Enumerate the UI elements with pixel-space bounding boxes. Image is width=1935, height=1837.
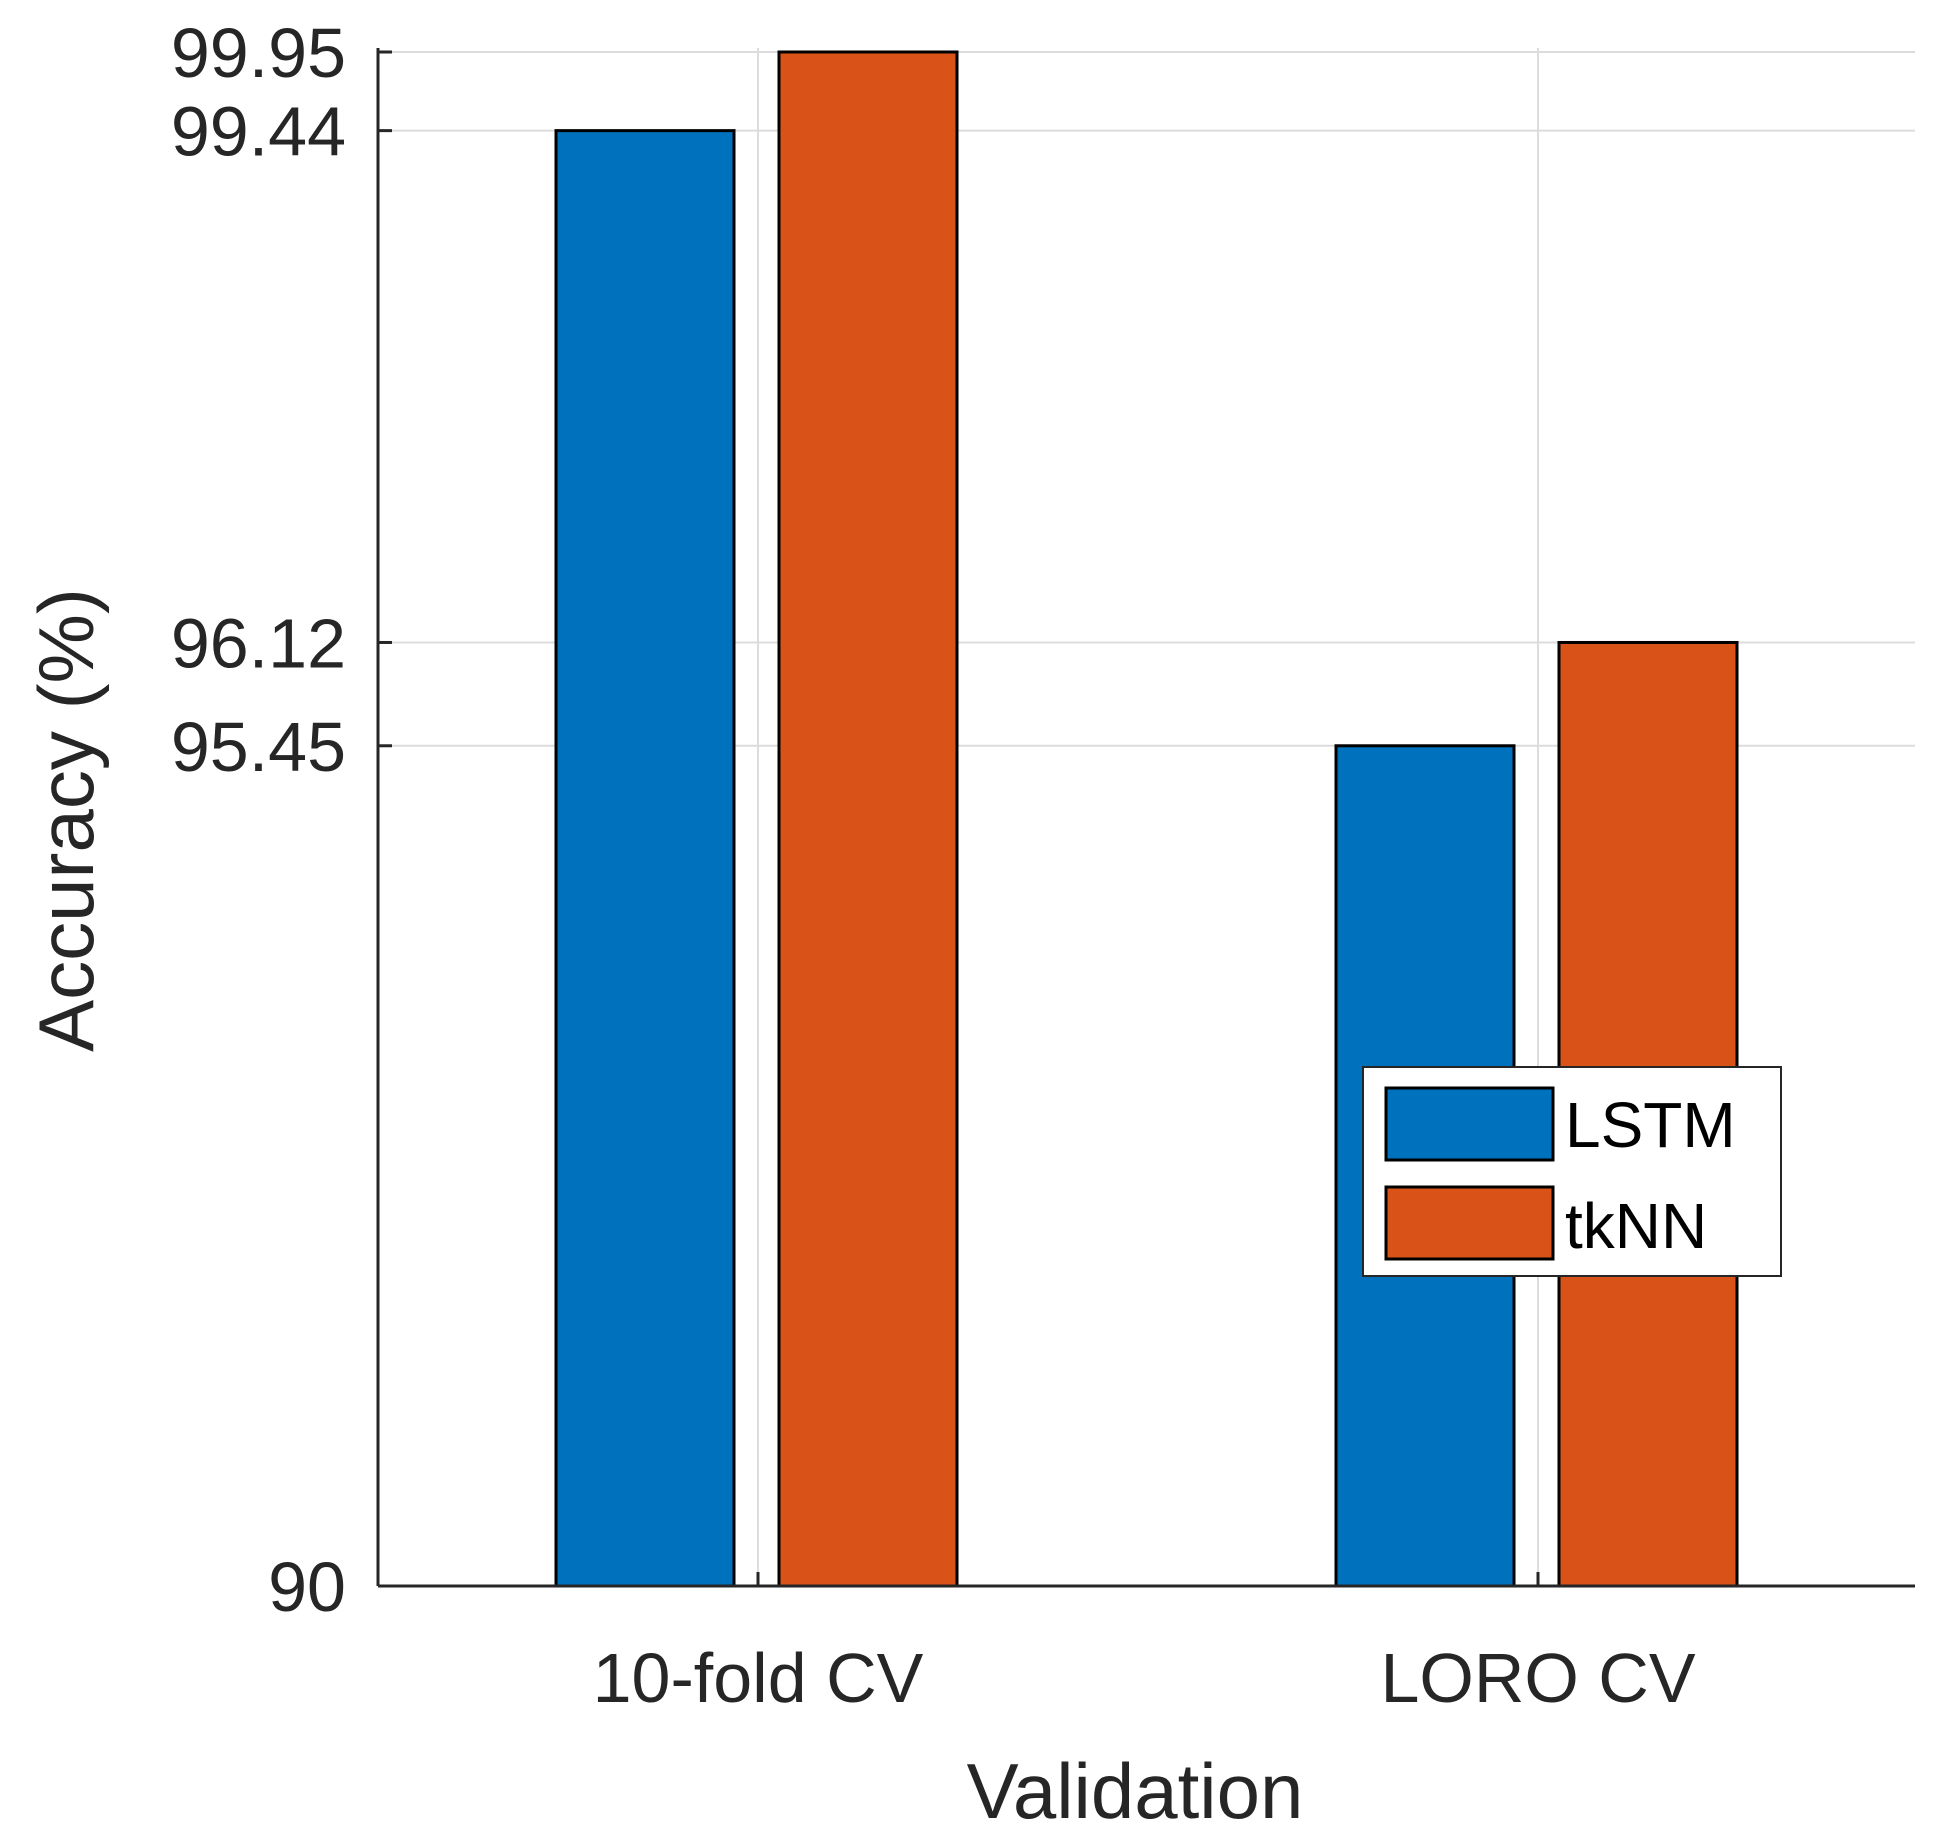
y-tick-label: 99.95	[171, 14, 346, 92]
legend-swatch-lstm	[1384, 1086, 1555, 1162]
y-tick-label: 95.45	[171, 708, 346, 786]
y-tick-label: 90	[268, 1548, 346, 1626]
x-tick-label: 10-fold CV	[593, 1639, 924, 1717]
y-axis-title: Accuracy (%)	[22, 588, 110, 1052]
y-tick-label: 96.12	[171, 604, 346, 682]
x-tick-label: LORO CV	[1380, 1639, 1695, 1717]
legend-label-tknn: tkNN	[1565, 1190, 1707, 1262]
axes	[376, 48, 1915, 1588]
x-axis-title: Validation	[967, 1747, 1304, 1835]
legend-swatch-tknn	[1384, 1185, 1555, 1261]
y-tick-label: 99.44	[171, 93, 346, 171]
x-tick-labels: 10-fold CV LORO CV	[593, 1639, 1696, 1717]
legend-label-lstm: LSTM	[1565, 1089, 1736, 1161]
bar-tknn-10-fold-cv	[777, 50, 959, 1588]
bar-lstm-10-fold-cv	[554, 129, 736, 1588]
legend: LSTM tkNN	[1362, 1066, 1782, 1277]
